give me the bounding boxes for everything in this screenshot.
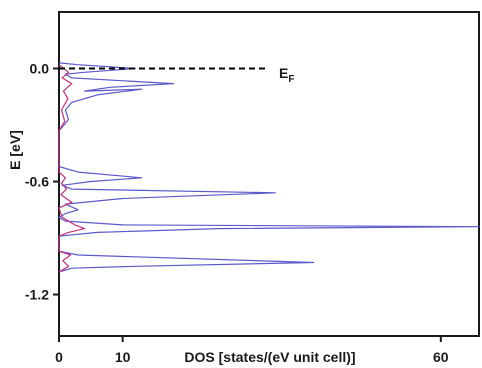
y-axis-label: E [eV]	[7, 130, 23, 170]
tick-layer: 0 10 60 0.0 -0.6 -1.2	[25, 61, 449, 365]
series-layer	[58, 62, 480, 273]
fermi-level-label-main: E	[279, 65, 288, 81]
x-tick-label: 10	[115, 349, 131, 365]
x-tick-label: 60	[433, 349, 449, 365]
y-tick-label: 0.0	[30, 61, 50, 77]
dos-series-1	[58, 62, 480, 273]
fermi-level-label-subscript: F	[288, 74, 294, 85]
x-axis-label: DOS [states/(eV unit cell)]	[184, 349, 355, 365]
y-tick-label: -1.2	[25, 287, 49, 303]
x-tick-label: 0	[55, 349, 63, 365]
fermi-level-label: EF	[279, 65, 294, 85]
dos-series-2	[58, 64, 86, 273]
y-tick-label: -0.6	[25, 174, 49, 190]
plot-frame	[58, 11, 480, 337]
